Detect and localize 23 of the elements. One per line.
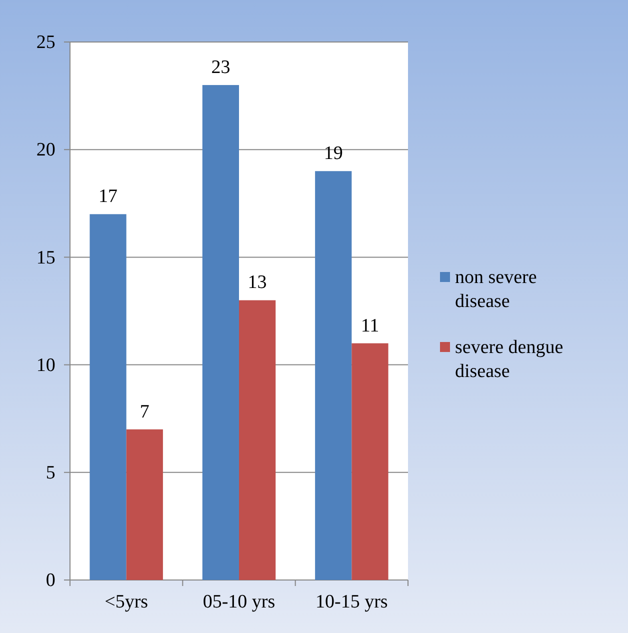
- y-tick-label: 15: [36, 247, 56, 268]
- y-tick-label: 10: [36, 354, 56, 376]
- x-tick-label: 10-15 yrs: [316, 592, 388, 613]
- data-label: 11: [360, 315, 380, 336]
- y-tick-label: 0: [46, 570, 56, 592]
- bar: [315, 171, 352, 580]
- data-label: 23: [211, 57, 230, 78]
- y-tick-label: 20: [36, 140, 56, 161]
- data-label: 19: [324, 143, 343, 164]
- bar: [126, 429, 163, 580]
- bar: [202, 85, 239, 580]
- bar: [90, 214, 126, 580]
- bar: [352, 343, 388, 580]
- bar: [239, 300, 276, 580]
- data-label: 17: [98, 186, 118, 208]
- legend-label: non severe disease: [455, 267, 537, 312]
- data-label: 7: [140, 401, 150, 422]
- x-tick-label: <5yrs: [104, 592, 148, 613]
- y-tick-label: 5: [46, 462, 56, 484]
- x-tick-label: 05-10 yrs: [202, 592, 276, 613]
- y-tick-label: 25: [36, 32, 56, 54]
- legend-label: severe dengue disease: [455, 337, 564, 382]
- data-label: 13: [248, 272, 267, 294]
